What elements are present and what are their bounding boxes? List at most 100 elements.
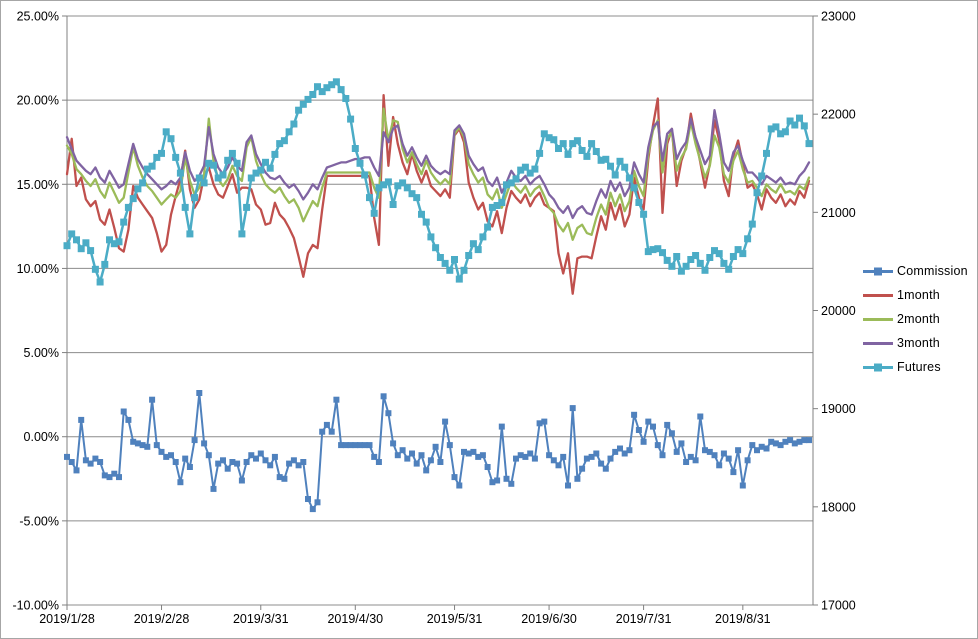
data-point-marker [409,450,415,457]
data-point-marker [323,84,331,92]
series-commission [64,390,812,513]
data-point-marker [517,166,525,174]
data-point-marker [470,448,477,455]
data-point-marker [201,440,208,447]
data-point-marker [484,223,492,231]
right-axis-tick-label: 18000 [821,500,856,514]
data-point-marker [101,260,109,268]
data-point-marker [716,462,723,469]
data-point-marker [753,189,761,197]
data-point-marker [120,218,128,226]
data-point-marker [276,140,284,148]
data-point-marker [215,460,222,467]
series-2month [65,107,811,241]
data-point-marker [654,442,661,449]
data-point-marker [328,81,336,89]
data-point-marker [754,447,760,454]
x-axis-tick-label: 2019/4/30 [327,612,383,626]
data-point-marker [574,475,581,482]
data-point-marker [650,423,656,430]
data-point-marker [626,447,633,454]
data-point-marker [309,506,316,513]
data-point-marker [711,247,718,255]
data-point-marker [403,184,411,192]
data-point-marker [106,474,113,481]
data-point-marker [158,448,165,455]
data-point-marker [635,427,642,433]
data-point-marker [748,220,756,228]
data-point-marker [318,88,326,96]
data-point-marker [569,405,576,412]
data-point-marker [418,210,425,218]
left-axis-tick-label: 15.00% [17,178,59,192]
data-point-marker [725,265,733,273]
data-point-marker [390,440,397,447]
data-point-marker [423,467,430,474]
data-point-marker [451,256,458,263]
data-point-marker [479,452,486,459]
data-point-marker [267,462,274,469]
legend-swatch-futures-icon [863,362,893,373]
data-point-marker [787,437,794,444]
data-point-marker [621,450,628,457]
data-point-marker [460,266,468,274]
data-point-marker [384,178,392,186]
gridlines [67,15,813,606]
data-point-marker [92,455,99,462]
data-point-marker [111,470,118,477]
data-point-marker [441,259,449,267]
data-point-marker [801,437,808,444]
data-point-marker [617,445,623,452]
data-point-marker [720,450,727,457]
data-point-marker [673,448,680,455]
data-point-marker [640,210,648,218]
data-point-marker [101,472,108,479]
data-point-marker [513,455,519,462]
data-point-marker [630,184,638,192]
data-point-marker [149,396,156,403]
data-point-marker [758,172,766,180]
data-point-marker [692,457,699,464]
data-point-marker [257,166,265,174]
data-point-marker [673,253,681,260]
data-point-marker [380,181,388,189]
data-point-marker [338,442,345,449]
data-point-marker [276,474,283,481]
right-axis-tick-label: 21000 [821,206,856,220]
legend-label: 2month [897,312,940,326]
data-point-marker [253,455,259,462]
data-point-marker [299,100,307,108]
data-point-marker [266,164,274,172]
data-point-marker [521,163,529,171]
data-point-marker [692,252,700,259]
data-point-marker [404,455,411,462]
data-point-marker [456,482,463,489]
data-point-marker [64,453,70,460]
left-axis-tick-label: -5.00% [19,514,59,528]
data-point-marker [616,157,624,165]
left-axis-tick-label: 10.00% [17,262,59,276]
data-point-marker [503,181,510,189]
x-axis-tick-label: 2019/3/31 [233,612,289,626]
data-point-marker [139,179,147,187]
data-point-marker [181,203,189,211]
legend-item-1month: 1month [863,283,968,307]
data-point-marker [432,443,439,450]
data-point-marker [130,438,137,445]
data-point-marker [489,479,496,486]
data-point-marker [186,230,194,238]
data-point-marker [758,443,765,450]
series-markers-commission [64,390,812,513]
data-point-marker [645,418,652,425]
data-point-marker [125,416,132,423]
data-point-marker [781,128,789,136]
data-point-marker [191,437,198,444]
data-point-marker [342,95,350,102]
data-point-marker [526,169,534,177]
data-point-marker [290,457,297,464]
data-point-marker [252,169,260,177]
data-point-marker [800,122,808,130]
series-futures [63,78,813,286]
data-point-marker [300,459,307,465]
data-point-marker [262,457,269,464]
